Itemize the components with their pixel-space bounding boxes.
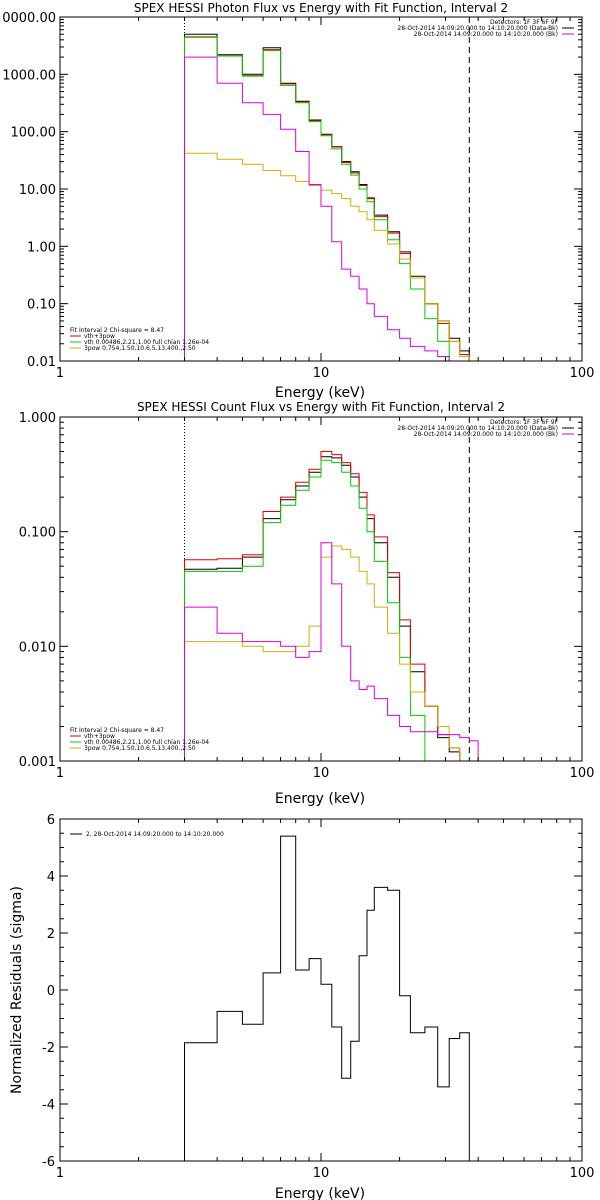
x-axis-label: Energy (keV) [275,1186,365,1200]
legend-bottom: Fit Interval 2 Chi-square = 8.47vth+3pow… [70,727,209,752]
y-tick-label: 0.100 [19,526,56,541]
series-vth-3pow-line [184,451,479,761]
x-axis: 1 10 100 [56,819,595,1181]
y-tick-label: 2 [47,927,55,942]
series-vth-line [184,459,439,761]
legend-entry: vth+3pow [84,733,115,740]
y-tick-label: 10.00 [19,183,56,198]
x-tick-label: 10 [313,766,330,781]
y-tick-label: 6 [47,813,55,828]
x-tick-label: 100 [570,1166,595,1181]
legend-entry: 28-Oct-2014 14:09:20.000 to 14:10:20.000… [414,431,558,438]
series-bk-line [184,542,479,761]
count-flux-panel: SPEX HESSI Count Flux vs Energy with Fit… [19,400,595,807]
legend: 2, 28-Oct-2014 14:09:20.000 to 14:10:20.… [70,831,224,838]
legend-entry: 28-Oct-2014 14:09:20.000 to 14:10:20.000… [397,425,558,432]
y-axis: -6 -4 -2 0 2 4 6 [42,813,582,1170]
series-group [184,835,479,1161]
series-3pow-line [184,152,470,361]
x-axis: 1 10 100 [56,17,595,381]
legend-bottom: Fit Interval 2 Chi-square = 8.47vth+3pow… [70,327,209,352]
legend-entry: 3pow 0.754,1.50,10.6,5.13,400.,2.50 [84,745,196,752]
photon-flux-panel: SPEX HESSI Photon Flux vs Energy with Fi… [2,1,594,401]
y-tick-label: 0 [47,984,55,999]
series-group [184,417,479,761]
series-group [184,17,479,361]
y-tick-label: 0.001 [19,755,56,770]
legend-entry: Detectors: 1F 3F 6F 9F [490,19,559,26]
x-axis: 1 10 100 [56,417,595,781]
x-axis-label: Energy (keV) [275,791,365,807]
residuals-panel: 1 10 100 -6 -4 -2 0 2 4 6 Energy (keV) Normalize… [9,813,594,1200]
plot-frame [59,818,583,1162]
legend-entry: 3pow 0.754,1.50,10.6,5.13,400.,2.50 [84,345,196,352]
y-tick-label: 1.000 [19,411,56,426]
y-tick-label: -2 [42,1041,55,1056]
y-tick-label: -4 [42,1098,55,1113]
y-tick-label: 0.010 [19,640,56,655]
y-tick-label: 1000.00 [2,68,56,83]
panel-title: SPEX HESSI Photon Flux vs Energy with Fi… [134,1,508,15]
x-tick-label: 10 [313,1166,330,1181]
series-bk-line [184,56,461,361]
legend-entry: Detectors: 1F 3F 6F 9F [490,419,559,426]
series-data-bk-line [184,456,479,761]
x-tick-label: 100 [570,366,595,381]
y-tick-label: 1.00 [27,240,56,255]
legend-entry: vth 0.00486,2.21,1.00 full chian 1.26e-0… [84,739,209,746]
x-tick-label: 1 [56,1166,64,1181]
y-tick-label: 100.00 [11,126,57,141]
y-axis: 0.001 0.010 0.100 1.000 [19,411,582,770]
x-tick-label: 1 [56,766,64,781]
legend-entry: Fit Interval 2 Chi-square = 8.47 [70,727,164,734]
legend-entry: 2, 28-Oct-2014 14:09:20.000 to 14:10:20.… [86,831,224,838]
series-vth-line [184,36,461,361]
x-tick-label: 100 [570,766,595,781]
legend-entry: Fit Interval 2 Chi-square = 8.47 [70,327,164,334]
legend-entry: 28-Oct-2014 14:09:20.000 to 14:10:20.000… [397,25,558,32]
series-3pow-line [184,545,479,761]
legend-entry: vth+3pow [84,333,115,340]
y-axis: 0.01 0.10 1.00 10.00 100.00 1000.00 0000.00 [2,11,582,370]
y-tick-label: -6 [42,1155,55,1170]
y-tick-label: 0.10 [27,298,56,313]
x-tick-label: 10 [313,366,330,381]
series-vth-3pow-line [184,36,479,361]
y-axis-label: Normalized Residuals (sigma) [9,886,25,1094]
y-tick-label: 0.01 [27,355,56,370]
x-axis-label: Energy (keV) [275,385,365,401]
series-residuals-line [184,835,479,1161]
y-tick-label: 0000.00 [2,11,56,26]
panel-title: SPEX HESSI Count Flux vs Energy with Fit… [137,400,505,414]
x-tick-label: 1 [56,366,64,381]
legend-entry: vth 0.00486,2.21,1.00 full chian 1.26e-0… [84,339,209,346]
legend-entry: 28-Oct-2014 14:09:20.000 to 14:10:20.000… [414,31,558,38]
y-tick-label: 4 [47,870,55,885]
